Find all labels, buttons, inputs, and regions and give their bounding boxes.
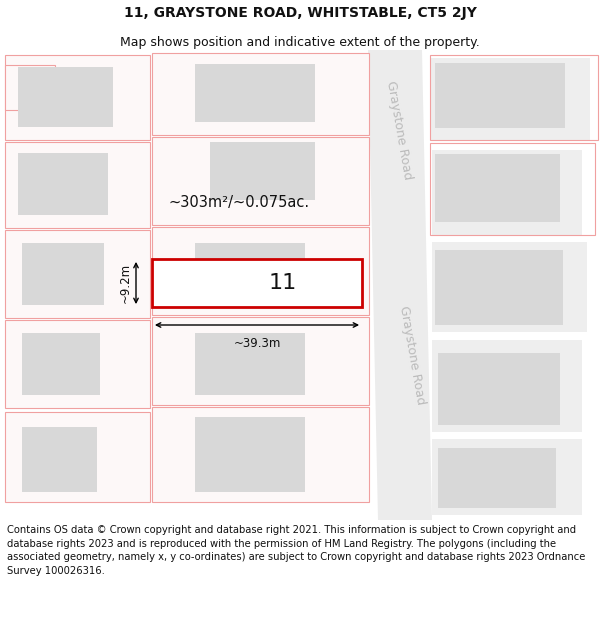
Bar — [152, 407, 369, 502]
Bar — [435, 250, 563, 325]
Text: 11: 11 — [268, 273, 296, 293]
Bar — [435, 63, 565, 128]
Bar — [432, 439, 582, 515]
Bar — [5, 142, 150, 228]
Bar — [18, 153, 108, 215]
Bar — [152, 53, 369, 135]
Bar — [152, 259, 362, 307]
Text: Map shows position and indicative extent of the property.: Map shows position and indicative extent… — [120, 36, 480, 49]
Text: ~9.2m: ~9.2m — [119, 263, 132, 303]
Text: Graystone Road: Graystone Road — [384, 79, 414, 181]
Text: ~303m²/~0.075ac.: ~303m²/~0.075ac. — [168, 194, 309, 209]
Text: Graystone Road: Graystone Road — [397, 304, 427, 406]
Bar — [22, 333, 100, 395]
Text: ~39.3m: ~39.3m — [233, 337, 281, 350]
Bar — [195, 333, 305, 395]
Bar — [432, 340, 582, 432]
Bar — [432, 150, 582, 235]
Bar — [18, 67, 113, 127]
Bar — [5, 320, 150, 408]
Bar — [430, 58, 590, 140]
Bar — [432, 242, 587, 332]
Bar — [435, 154, 560, 222]
Text: 11, GRAYSTONE ROAD, WHITSTABLE, CT5 2JY: 11, GRAYSTONE ROAD, WHITSTABLE, CT5 2JY — [124, 6, 476, 19]
Bar — [152, 227, 369, 315]
Text: Contains OS data © Crown copyright and database right 2021. This information is : Contains OS data © Crown copyright and d… — [7, 525, 586, 576]
Bar — [5, 230, 150, 318]
Bar — [22, 243, 104, 305]
Bar — [210, 142, 315, 200]
Bar — [152, 137, 369, 225]
Bar — [5, 65, 55, 110]
Bar — [430, 143, 595, 235]
Bar — [152, 317, 369, 405]
Polygon shape — [368, 50, 432, 520]
Bar — [195, 417, 305, 492]
Bar — [22, 427, 97, 492]
Bar — [438, 353, 560, 425]
Bar — [5, 412, 150, 502]
Bar — [5, 55, 150, 140]
Bar — [430, 55, 598, 140]
Bar — [195, 64, 315, 122]
Bar — [195, 243, 305, 305]
Bar — [438, 448, 556, 508]
